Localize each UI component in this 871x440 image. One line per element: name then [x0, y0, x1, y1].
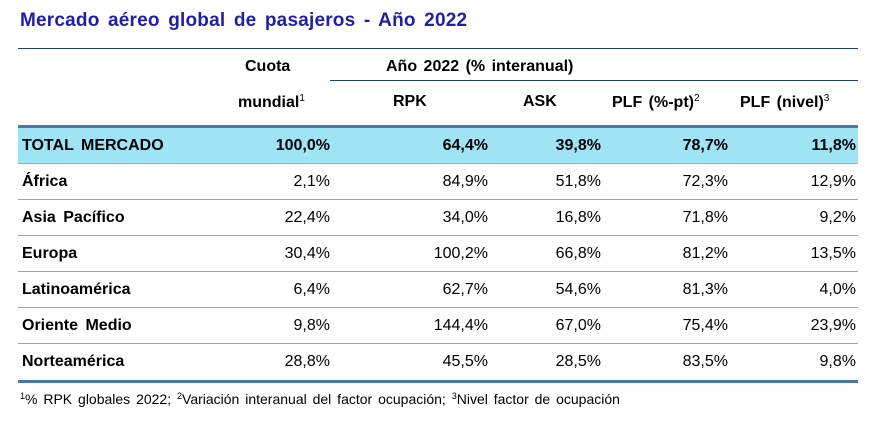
- row-divider: [18, 271, 858, 272]
- header-bottom-rule: [18, 125, 858, 128]
- cell-ask: 39,8%: [555, 137, 601, 154]
- cell-plf-pt: 75,4%: [682, 317, 728, 334]
- footnote-sup-2: 2: [177, 391, 183, 401]
- row-divider: [18, 235, 858, 236]
- footnote-marker-1: 1: [299, 93, 305, 104]
- cell-rpk: 84,9%: [442, 173, 488, 190]
- cell-ask: 67,0%: [555, 317, 601, 334]
- cell-cuota: 30,4%: [284, 245, 330, 262]
- table-top-rule: [18, 48, 858, 49]
- cell-ask: 16,8%: [555, 209, 601, 226]
- cell-ask: 28,5%: [555, 353, 601, 370]
- cell-rpk: 34,0%: [442, 209, 488, 226]
- row-label: Europa: [22, 245, 78, 262]
- cell-ask: 54,6%: [555, 281, 601, 298]
- header-cuota-line1: Cuota: [245, 58, 291, 75]
- header-cuota-line2: mundial1: [238, 93, 305, 111]
- cell-plf-nivel: 12,9%: [810, 173, 856, 190]
- table-row: Europa 30,4% 100,2% 66,8% 81,2% 13,5%: [18, 236, 858, 272]
- header-rpk: RPK: [393, 93, 427, 110]
- table-row: Asia Pacífico 22,4% 34,0% 16,8% 71,8% 9,…: [18, 200, 858, 236]
- cell-cuota: 9,8%: [293, 317, 330, 334]
- cell-rpk: 100,2%: [433, 245, 488, 262]
- row-divider: [18, 307, 858, 308]
- row-label: África: [22, 173, 68, 190]
- row-label: Latinoamérica: [22, 281, 131, 298]
- header-ask: ASK: [523, 93, 557, 110]
- cell-plf-pt: 81,3%: [682, 281, 728, 298]
- row-label: Asia Pacífico: [22, 209, 125, 226]
- footnote-text-3: Nivel factor de ocupación: [456, 391, 620, 407]
- cell-plf-nivel: 13,5%: [810, 245, 856, 262]
- cell-plf-nivel: 9,2%: [819, 209, 856, 226]
- cell-cuota: 100,0%: [275, 137, 330, 154]
- row-divider: [18, 199, 858, 200]
- cell-cuota: 22,4%: [284, 209, 330, 226]
- header-plf-pt: PLF (%-pt)2: [612, 93, 700, 111]
- table-row: Norteamérica 28,8% 45,5% 28,5% 83,5% 9,8…: [18, 344, 858, 380]
- row-label: Oriente Medio: [22, 317, 132, 334]
- cell-plf-pt: 78,7%: [682, 137, 728, 154]
- table-row: Latinoamérica 6,4% 62,7% 54,6% 81,3% 4,0…: [18, 272, 858, 308]
- cell-plf-nivel: 9,8%: [819, 353, 856, 370]
- cell-cuota: 28,8%: [284, 353, 330, 370]
- cell-rpk: 45,5%: [442, 353, 488, 370]
- cell-cuota: 6,4%: [293, 281, 330, 298]
- cell-rpk: 62,7%: [442, 281, 488, 298]
- footnote-text-2: Variación interanual del factor ocupació…: [182, 391, 452, 407]
- cell-cuota: 2,1%: [293, 173, 330, 190]
- row-label: TOTAL MERCADO: [22, 137, 164, 154]
- page-title: Mercado aéreo global de pasajeros - Año …: [20, 10, 468, 31]
- table-bottom-rule: [18, 380, 858, 383]
- footnote-marker-2: 2: [693, 93, 700, 104]
- cell-plf-nivel: 4,0%: [819, 281, 856, 298]
- cell-plf-pt: 81,2%: [682, 245, 728, 262]
- footnote-text-1: % RPK globales 2022;: [25, 391, 177, 407]
- footnote-sup-3: 3: [451, 391, 457, 401]
- cell-plf-pt: 71,8%: [682, 209, 728, 226]
- cell-rpk: 144,4%: [433, 317, 488, 334]
- cell-rpk: 64,4%: [442, 137, 488, 154]
- cell-plf-nivel: 11,8%: [811, 137, 856, 154]
- row-label: Norteamérica: [22, 353, 125, 370]
- cell-plf-pt: 72,3%: [682, 173, 728, 190]
- footnote: 1% RPK globales 2022; 2Variación interan…: [20, 391, 620, 407]
- cell-ask: 66,8%: [555, 245, 601, 262]
- footnote-sup-1: 1: [20, 391, 26, 401]
- footnote-marker-3: 3: [823, 93, 830, 104]
- row-divider: [18, 163, 858, 164]
- header-plf-nivel: PLF (nivel)3: [740, 93, 830, 111]
- cell-ask: 51,8%: [555, 173, 601, 190]
- header-group-rule: [330, 80, 858, 81]
- row-divider: [18, 343, 858, 344]
- cell-plf-pt: 83,5%: [682, 353, 728, 370]
- table-row: Oriente Medio 9,8% 144,4% 67,0% 75,4% 23…: [18, 308, 858, 344]
- table-row: África 2,1% 84,9% 51,8% 72,3% 12,9%: [18, 164, 858, 200]
- header-group-label: Año 2022 (% interanual): [386, 58, 574, 75]
- table-row-total: TOTAL MERCADO 100,0% 64,4% 39,8% 78,7% 1…: [18, 128, 858, 164]
- cell-plf-nivel: 23,9%: [810, 317, 856, 334]
